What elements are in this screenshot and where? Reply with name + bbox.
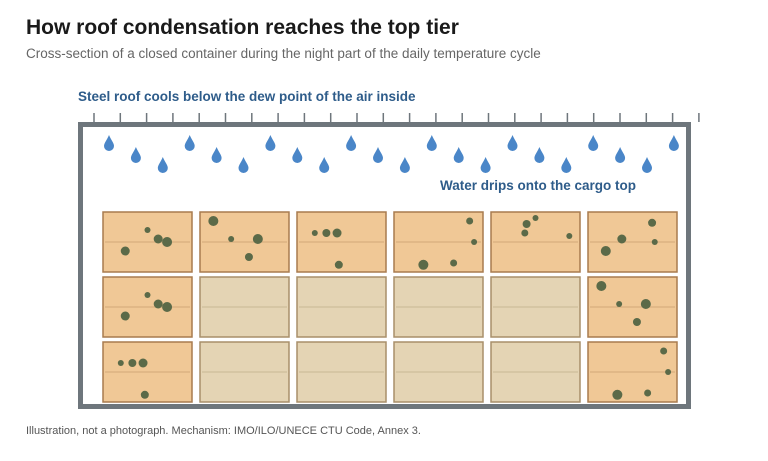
mould-spot	[644, 389, 652, 397]
mould-spot	[566, 233, 573, 239]
mould-spot	[140, 390, 149, 399]
mould-spot	[120, 311, 130, 321]
dry-carton	[393, 276, 484, 338]
mould-spot	[648, 218, 657, 227]
mould-spot	[640, 299, 651, 309]
wet-carton	[587, 276, 678, 338]
mould-spot	[332, 228, 342, 238]
mould-spot	[665, 369, 672, 375]
mould-spot	[450, 259, 458, 267]
water-droplet-icon	[104, 135, 114, 151]
wet-carton	[102, 211, 193, 273]
page-subtitle: Cross-section of a closed container duri…	[26, 46, 541, 61]
mould-spot	[596, 281, 607, 291]
water-droplet-icon	[426, 135, 437, 151]
mould-spot	[244, 253, 253, 261]
footnote: Illustration, not a photograph. Mechanis…	[26, 425, 421, 437]
water-droplet-icon	[588, 135, 599, 151]
mould-spot	[521, 229, 529, 237]
wet-carton	[102, 276, 193, 338]
mould-spot	[522, 220, 531, 228]
mould-spot	[660, 347, 668, 355]
mould-spot	[144, 227, 151, 233]
mould-spot	[632, 318, 641, 326]
wet-carton	[296, 211, 387, 273]
mould-spot	[612, 389, 623, 400]
water-droplet-icon	[373, 147, 383, 163]
wet-carton	[587, 341, 678, 403]
mould-spot	[144, 292, 151, 298]
roof-label: Steel roof cools below the dew point of …	[78, 89, 416, 104]
mould-spot	[471, 239, 478, 245]
water-droplet-icon	[615, 147, 626, 163]
mould-spot	[616, 301, 623, 307]
dry-carton	[199, 276, 290, 338]
dry-carton	[393, 341, 484, 403]
water-droplet-icon	[399, 157, 410, 174]
water-droplet-icon	[642, 157, 652, 173]
mould-spot	[153, 299, 163, 309]
water-droplet-icon	[668, 135, 679, 151]
mould-spot	[128, 359, 137, 367]
water-droplet-icon	[346, 135, 357, 151]
mould-spot	[208, 216, 219, 226]
mould-spot	[418, 259, 429, 270]
roof-ribs	[93, 113, 700, 122]
cargo-stack	[102, 211, 678, 403]
water-droplet-icon	[507, 135, 518, 151]
dry-carton	[296, 341, 387, 403]
water-droplet-icon	[238, 157, 249, 174]
wet-carton	[102, 341, 193, 403]
mould-spot	[466, 217, 474, 225]
water-droplet-icon	[157, 157, 168, 174]
water-droplet-icon	[561, 157, 572, 174]
mould-spot	[153, 234, 163, 244]
wet-carton	[393, 211, 484, 273]
water-droplet-icon	[265, 135, 276, 151]
page-title: How roof condensation reaches the top ti…	[26, 16, 459, 39]
water-droplet-icon	[319, 157, 330, 174]
wet-carton	[587, 211, 678, 273]
mould-spot	[252, 234, 263, 244]
water-droplets	[104, 135, 679, 174]
wet-carton	[490, 211, 581, 273]
mould-spot	[651, 239, 658, 245]
mould-spot	[600, 246, 611, 256]
mould-spot	[532, 215, 539, 221]
dry-carton	[296, 276, 387, 338]
mould-spot	[162, 237, 173, 247]
water-droplet-icon	[130, 147, 141, 163]
mould-spot	[334, 260, 343, 269]
water-droplet-icon	[480, 157, 491, 174]
water-droplet-icon	[184, 135, 195, 151]
dry-carton	[490, 276, 581, 338]
mould-spot	[322, 229, 331, 237]
mould-spot	[162, 302, 173, 312]
dry-carton	[490, 341, 581, 403]
mould-spot	[228, 236, 235, 242]
mould-spot	[311, 230, 318, 236]
mould-spot	[138, 358, 148, 368]
mould-spot	[117, 360, 124, 366]
mould-spot	[120, 246, 130, 256]
water-droplet-icon	[292, 147, 303, 163]
water-droplet-icon	[534, 147, 545, 163]
water-droplet-icon	[211, 147, 222, 163]
water-droplet-icon	[453, 147, 464, 163]
wet-carton	[199, 211, 290, 273]
drip-label: Water drips onto the cargo top	[440, 178, 636, 193]
mould-spot	[617, 234, 627, 244]
dry-carton	[199, 341, 290, 403]
